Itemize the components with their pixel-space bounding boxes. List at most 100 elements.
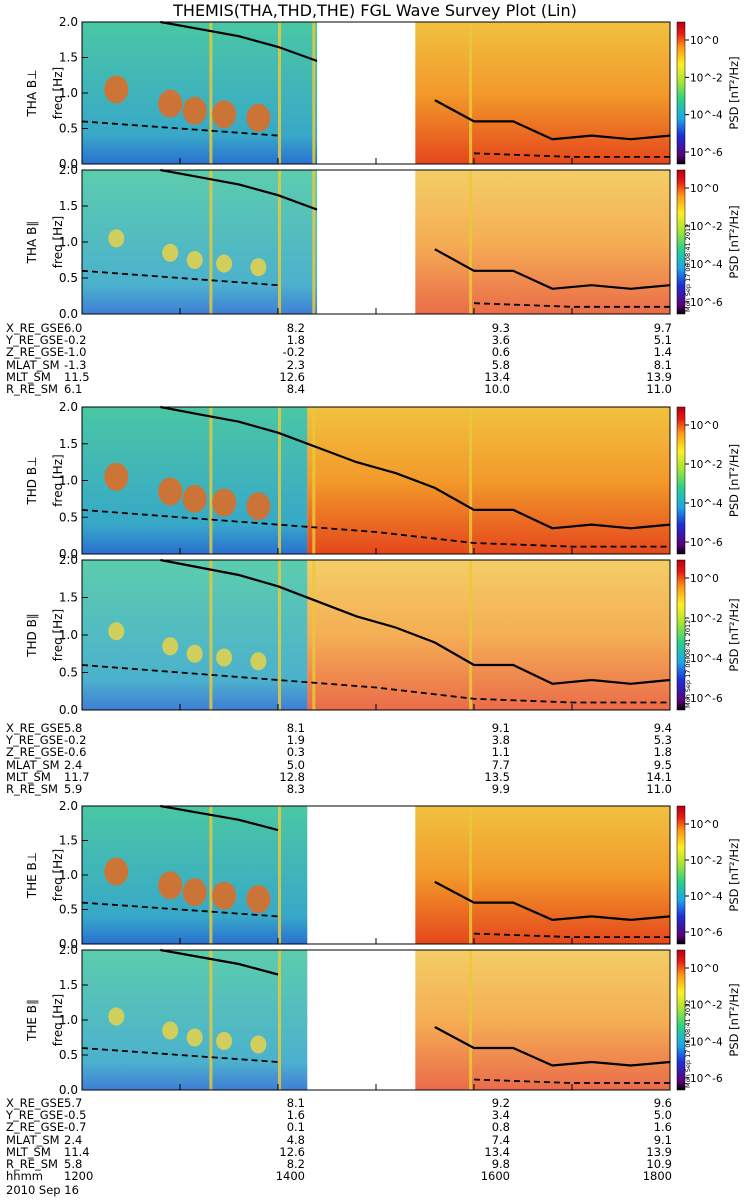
ephemeris-row: R_RE_SM 6.1 8.4 10.0 11.0 (6, 381, 672, 396)
colorbar-tick-label: 10^-6 (690, 927, 723, 939)
spectral-streak (469, 950, 473, 1090)
ephemeris-row: R_RE_SM 5.8 8.2 9.8 10.9 (6, 1156, 672, 1171)
spectral-streak (278, 22, 281, 164)
colorbar-label: PSD [nT²/Hz] (727, 598, 741, 671)
ephemeris-value: 6.1 (64, 381, 83, 396)
colorbar-tick-label: 10^-4 (690, 498, 723, 510)
spectral-streak (209, 170, 213, 314)
ephemeris-value: 2.4 (64, 1132, 83, 1147)
y-tick-label: 1.5 (59, 834, 78, 848)
colorbar-tick-label: 10^-4 (690, 110, 723, 122)
wave-packet (104, 857, 129, 886)
y-tick-label: 0.5 (59, 271, 78, 285)
ephemeris-value: 3.6 (491, 333, 510, 348)
y-tick-label: 1.5 (59, 591, 78, 605)
colorbar-tick-label: 10^-6 (690, 693, 723, 705)
data-gap (317, 170, 416, 314)
wave-packet (212, 881, 237, 910)
colorbar-tick-label: 10^0 (690, 420, 719, 432)
ephemeris-value: 8.4 (286, 381, 305, 396)
ephemeris-row: MLAT_SM -1.3 2.3 5.8 8.1 (6, 357, 672, 372)
ephemeris-value: 11.7 (64, 769, 90, 784)
gyrofrequency-line (434, 1026, 671, 1067)
ephemeris-value: 13.4 (484, 369, 510, 384)
ephemeris-value: 0.8 (491, 1120, 510, 1135)
ephemeris-value: -0.2 (282, 345, 305, 360)
ephemeris-row: Y_RE_GSE -0.2 1.8 3.6 5.1 (6, 333, 672, 348)
ephemeris-value: -1.3 (64, 357, 87, 372)
wave-packet (250, 258, 267, 277)
ephemeris-label: X_RE_GSE (6, 721, 65, 735)
ephemeris-value: 1.6 (286, 1108, 305, 1123)
ephemeris-label: Y_RE_GSE (6, 333, 64, 348)
wave-packet (162, 243, 179, 262)
ephemeris-value: 12.8 (279, 769, 305, 784)
ephemeris-value: 5.8 (64, 1156, 83, 1171)
wave-packet (158, 89, 183, 118)
y-tick-label: 0.0 (59, 937, 78, 951)
ephemeris-value: 0.1 (286, 1120, 305, 1135)
ephemeris-row: MLAT_SM 2.4 4.8 7.4 9.1 (6, 1132, 672, 1147)
colorbar-tick-label: 10^-6 (690, 297, 723, 309)
colorbar (676, 559, 686, 711)
ephemeris-label: Z_RE_GSE (6, 745, 65, 760)
spectral-streak (312, 560, 316, 710)
y-axis-label: freq [Hz] (51, 454, 65, 506)
ephemeris-value: 1400 (275, 1169, 305, 1184)
ephemeris-label: Y_RE_GSE (6, 1108, 64, 1123)
y-tick-label: 1.5 (59, 51, 78, 65)
data-gap (307, 806, 416, 944)
y-tick-label: 1.0 (59, 1013, 78, 1027)
colorbar-tick-label: 10^-4 (690, 891, 723, 903)
y-axis-label: freq [Hz] (51, 609, 65, 661)
ephemeris-label: X_RE_GSE (6, 1096, 65, 1110)
quarter-gyro-line (81, 509, 670, 548)
colorbar-tick-label: 10^0 (690, 573, 719, 585)
y-tick-label: 2.0 (59, 163, 78, 177)
y-tick-label: 0.0 (59, 703, 78, 717)
gyrofrequency-line (160, 558, 671, 685)
gyrofrequency-line (434, 248, 671, 290)
spectral-streak (278, 560, 281, 710)
panel-tha-bperp: 0.0 0.5 1.0 1.5 2.0 THA B⊥ freq [Hz] 10^0 10^-2 1… (25, 15, 741, 171)
ephemeris-value: 1.8 (286, 333, 305, 348)
y-tick-label: 2.0 (59, 15, 78, 29)
ephemeris-value: 9.9 (491, 781, 510, 796)
spectral-streak (209, 22, 213, 164)
wave-packet (212, 100, 237, 129)
spectral-streak (209, 950, 213, 1090)
colorbar-tick-label: 10^-2 (690, 221, 723, 233)
data-gap (307, 950, 416, 1090)
ephemeris-value: 3.8 (491, 733, 510, 748)
wave-packet (216, 254, 233, 273)
ephemeris-value: 14.1 (646, 769, 672, 784)
colorbar-tick-label: 10^0 (690, 183, 719, 195)
ephemeris-value: 9.3 (491, 321, 510, 335)
wave-packet (162, 637, 179, 656)
ephemeris-label: MLT_SM (6, 369, 51, 384)
wave-packet (216, 648, 233, 667)
colorbar-label: PSD [nT²/Hz] (727, 56, 741, 129)
ephemeris-value: 9.1 (653, 1132, 672, 1147)
ephemeris-row: hhmm 1200 1400 1600 1800 (6, 1169, 672, 1184)
ephemeris-value: 9.6 (653, 1096, 672, 1110)
ephemeris-value: -0.6 (64, 745, 87, 760)
colorbar-tick-label: 10^-4 (690, 259, 723, 271)
ephemeris-row: Y_RE_GSE -0.5 1.6 3.4 5.0 (6, 1108, 672, 1123)
ephemeris-value: 2.4 (64, 757, 83, 772)
ephemeris-value: -0.7 (64, 1120, 87, 1135)
colorbar (676, 21, 686, 165)
ephemeris-value: 9.4 (653, 721, 672, 735)
colorbar-tick-label: 10^-6 (690, 1073, 723, 1085)
spectral-streak (469, 806, 473, 944)
spectral-streak (209, 806, 213, 944)
ephemeris-value: 9.8 (491, 1156, 510, 1171)
ephemeris-value: 11.0 (646, 781, 672, 796)
wave-packet (182, 484, 207, 513)
ephemeris-the: X_RE_GSE 5.7 8.1 9.2 9.6 Y_RE_GSE -0.5 1.6 3.4 5.… (6, 1096, 672, 1184)
ephemeris-row: X_RE_GSE 6.0 8.2 9.3 9.7 (6, 321, 672, 335)
ephemeris-row: Z_RE_GSE -0.6 0.3 1.1 1.8 (6, 745, 672, 760)
panel-tha-bpar: 0.0 0.5 1.0 1.5 2.0 THA B∥ freq [Hz] 10^0 10^-2 1… (25, 163, 741, 321)
y-tick-label: 0.5 (59, 666, 78, 680)
data-gap (317, 22, 416, 164)
